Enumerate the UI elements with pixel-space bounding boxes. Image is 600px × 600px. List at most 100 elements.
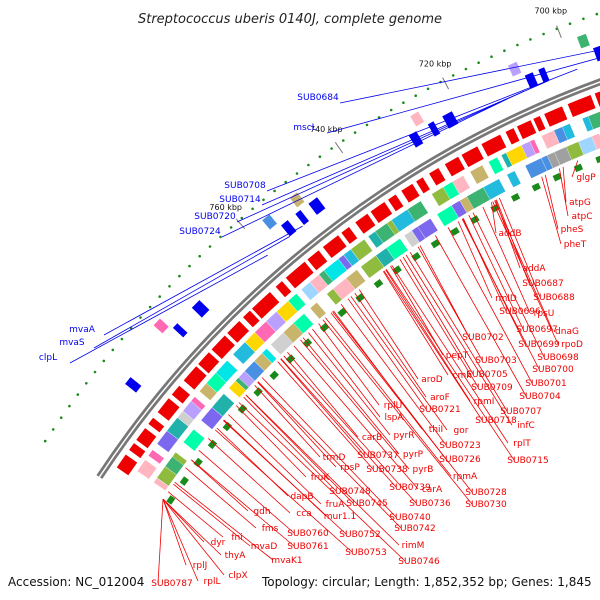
gene-label-minus[interactable]: SUB0704 [519,392,561,402]
gene-label-minus[interactable]: SUB0707 [500,407,541,417]
gene-label-minus[interactable]: clpX [228,571,247,581]
gene-label-minus[interactable]: SUB0703 [475,356,516,366]
gene-label-minus[interactable]: gor [454,426,469,436]
gene-label-minus[interactable]: SUB0740 [389,513,431,523]
gene-label-minus[interactable]: SUB0688 [533,293,575,303]
gene-label-minus[interactable]: rimM [402,541,425,551]
gene-label-minus[interactable]: SUB0687 [522,279,563,289]
gene-label-minus[interactable]: pyrB [413,465,434,475]
gene-label-minus[interactable]: SUB0748 [329,487,371,497]
gene-label-minus[interactable]: SUB0787 [151,579,192,589]
gene-label-minus[interactable]: glgP [576,173,596,183]
gene-label-minus[interactable]: SUB0705 [466,370,507,380]
red-label-leader [280,358,397,488]
gene-label-minus[interactable]: SUB0753 [345,548,386,558]
gene-label-minus[interactable]: gdh [253,507,270,517]
gene-label-minus[interactable]: SUB0730 [465,500,507,510]
gene-label-minus[interactable]: cca [296,509,311,519]
gene-label-minus[interactable]: aroF [430,393,450,403]
red-label-leader [409,251,508,412]
gene-label-minus[interactable]: rpmA [453,472,478,482]
gene-label-minus[interactable]: atpC [571,212,592,222]
gene-label-minus[interactable]: carB [362,433,382,443]
gene-label-plus[interactable]: mvaA [69,325,96,335]
gene-label-minus[interactable]: pyrP [403,450,424,460]
gene-label-minus[interactable]: SUB0746 [398,557,440,567]
gene-label-plus[interactable]: SUB0684 [297,93,339,103]
gene-label-minus[interactable]: SUB0761 [287,542,328,552]
gene-label-minus[interactable]: SUB0739 [389,483,431,493]
gene-label-minus[interactable]: mvaK1 [271,556,302,566]
gene-label-minus[interactable]: rpmI [474,397,495,407]
minus-strand-gene-arrow [243,310,260,328]
gene-label-minus[interactable]: SUB0760 [287,529,329,539]
gene-label-minus[interactable]: thyA [225,551,247,561]
gene-label-minus[interactable]: atpG [569,198,591,208]
gene-label-plus[interactable]: mscL [293,123,316,133]
gene-label-minus[interactable]: dnaG [555,327,579,337]
gene-label-minus[interactable]: SUB0697 [516,325,557,335]
gene-label-minus[interactable]: SUB0752 [339,530,380,540]
kbp-ring-dot [208,245,212,248]
gene-label-minus[interactable]: lspA [384,413,404,423]
kbp-ring-dot [568,22,572,26]
gene-label-minus[interactable]: fni [231,533,242,543]
gene-label-minus[interactable]: cmk [453,371,473,381]
red-label-leader [340,304,447,446]
gene-label-minus[interactable]: SUB0696 [499,307,541,317]
gene-label-minus[interactable]: SUB0698 [537,353,579,363]
gene-label-minus[interactable]: SUB0715 [507,456,548,466]
gene-label-minus[interactable]: mvaD [251,542,278,552]
gene-label-minus[interactable]: aroD [421,375,443,385]
gene-label-minus[interactable]: fms [262,524,279,534]
gene-label-minus[interactable]: SUB0728 [465,488,507,498]
gene-label-minus[interactable]: carA [422,485,443,495]
gene-label-minus[interactable]: SUB0737 [357,451,398,461]
gene-label-minus[interactable]: dapB [290,492,313,502]
gene-label-plus[interactable]: SUB0714 [219,195,261,205]
gene-label-minus[interactable]: SUB0702 [462,333,503,343]
gene-label-minus[interactable]: thiI [429,425,443,435]
gene-label-minus[interactable]: dyr [211,538,226,548]
gene-label-plus[interactable]: mvaS [59,338,85,348]
gene-label-minus[interactable]: rpoD [561,340,583,350]
gene-label-minus[interactable]: pheT [564,240,587,250]
gene-label-minus[interactable]: rplT [513,439,531,449]
gene-label-minus[interactable]: SUB0709 [471,383,513,393]
gene-label-minus[interactable]: SUB0738 [366,465,408,475]
gene-label-minus[interactable]: SUB0736 [409,499,451,509]
gene-label-minus[interactable]: fruA [326,500,346,510]
gene-label-minus[interactable]: rplL [204,577,221,587]
gene-label-minus[interactable]: trmD [323,453,346,463]
gene-label-plus[interactable]: SUB0720 [194,212,236,222]
gene-label-minus[interactable]: SUB0700 [532,365,574,375]
gene-label-minus[interactable]: rplJ [193,561,208,571]
cog-band-segment [288,293,306,312]
gene-label-minus[interactable]: rpsP [340,463,360,473]
accession-text: Accession: NC_012004 [8,575,144,589]
gene-label-plus[interactable]: SUB0708 [224,181,266,191]
gene-label-minus[interactable]: SUB0745 [346,499,387,509]
kbp-ring-dot [240,216,244,220]
gene-label-minus[interactable]: SUB0721 [419,405,460,415]
gene-label-minus[interactable]: SUB0742 [394,524,435,534]
gene-label-minus[interactable]: infC [517,421,535,431]
gene-label-minus[interactable]: SUB0699 [518,340,560,350]
gene-label-minus[interactable]: pyrR [394,431,415,441]
gene-label-minus[interactable]: SUB0726 [439,455,481,465]
gene-label-minus[interactable]: mur1.1 [324,512,356,522]
gene-label-minus[interactable]: SUB0718 [475,416,517,426]
gene-label-minus[interactable]: pheS [561,225,584,235]
gene-label-plus[interactable]: SUB0724 [179,227,221,237]
gene-label-minus[interactable]: rmlD [495,294,517,304]
cog-band-segment [153,478,169,491]
gene-label-plus[interactable]: clpL [39,353,57,363]
red-label-leader [257,381,337,468]
gene-label-minus[interactable]: SUB0723 [439,441,480,451]
gene-label-minus[interactable]: SUB0701 [525,379,566,389]
gene-label-minus[interactable]: fruK [311,473,331,483]
gene-label-minus[interactable]: pepT [446,351,469,361]
gene-label-minus[interactable]: addA [522,264,546,274]
minus-strand-gene-arrow [594,91,600,107]
gc-skew-tick [207,439,218,450]
